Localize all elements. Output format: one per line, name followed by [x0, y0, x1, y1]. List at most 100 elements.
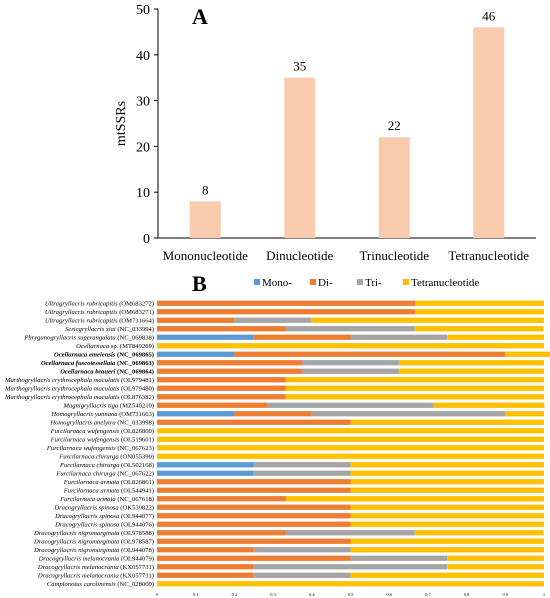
stacked-bar-segment	[433, 402, 545, 408]
category-accession: (OL826860)	[121, 428, 154, 435]
stacked-bar-segment	[157, 326, 286, 332]
category-species: Dracogryllacris melanocrania	[38, 556, 121, 563]
category-accession: (NC_067623)	[117, 445, 154, 452]
stacked-bar-segment	[157, 453, 544, 459]
category-label: Homogryllacris yunnana (OM731663)	[50, 411, 154, 418]
panel-a-bar-chart: A mtSSRs 0 10 20 30 40 50 8 35 22 46 Mononucleot…	[114, 3, 536, 263]
stacked-bar-segment	[311, 317, 544, 323]
stacked-bar-segment	[350, 334, 448, 340]
panel-a-x-tick-label: Mononucleotide	[163, 248, 248, 263]
category-species: Camptonotus carolinensis	[47, 581, 117, 588]
category-species: Marthogryllacris erythrocephala maculati…	[4, 386, 121, 393]
stacked-bar-segment	[234, 411, 312, 417]
category-species: Furcilarnaca chirurga	[59, 462, 121, 469]
stacked-bar-segment	[157, 411, 235, 417]
category-accession: sp. (MT849269)	[111, 343, 154, 350]
stacked-bar-segment	[285, 385, 544, 391]
category-accession: (OM731664)	[119, 318, 154, 325]
stacked-bar-segment	[350, 479, 544, 485]
stacked-bar-segment	[157, 470, 254, 476]
category-species: Ultragryllacris rubricapitis	[45, 309, 119, 316]
category-species: Dracogryllacris nigromarginata	[33, 547, 121, 554]
stacked-bar-segment	[157, 479, 351, 485]
category-accession: (OL944079)	[121, 556, 154, 563]
category-species: Magnigryllacris tiga	[63, 403, 120, 410]
panel-b-x-tick-label: 1	[543, 592, 545, 597]
stacked-bar-segment	[157, 309, 416, 315]
stacked-bar-segment	[447, 334, 544, 340]
category-accession: (OM731663)	[119, 411, 154, 418]
category-species: Furcilarnaca wufengensis	[50, 437, 121, 444]
category-label: Ocellarnaca emeiensis (NC_069865)	[54, 352, 154, 359]
category-species: Ocellarnaca	[76, 343, 111, 350]
category-accession: (NC_033998)	[117, 420, 154, 427]
category-label: Homogryllacris anelytra (NC_033998)	[49, 420, 154, 427]
category-label: Ultragryllacris rubricapitis (OM731664)	[45, 318, 154, 325]
category-accession: (OL979481)	[121, 377, 154, 384]
category-accession: (OL944077)	[121, 513, 154, 520]
category-label: Ocellarnaca sp. (MT849269)	[76, 343, 154, 350]
panel-a-y-tick-label: 0	[143, 232, 150, 247]
panel-b-x-tick-label: 0.6	[386, 592, 392, 597]
category-label: Dracogryllacris melanocrania (KX057731)	[37, 564, 154, 571]
stacked-bar-segment	[157, 428, 544, 434]
stacked-bar-segment	[157, 445, 544, 451]
legend-label: Mono-	[262, 277, 292, 289]
stacked-bar-segment	[157, 402, 268, 408]
category-accession: (ON055390)	[120, 454, 154, 461]
category-species: Dracogryllacris spinosa	[54, 513, 121, 520]
category-accession: (NC_067622)	[117, 471, 154, 478]
panel-b-x-tick-label: 0	[156, 592, 159, 597]
category-label: Dracogryllacris melanocrania (OL944079)	[38, 556, 154, 563]
category-label: Marthogryllacris erythrocephala maculati…	[4, 377, 154, 384]
stacked-bar-segment	[157, 530, 286, 536]
category-species: Furcilarnaca armata	[63, 488, 121, 495]
category-label: Dracogryllacris nigromarginata (OL978588…	[33, 530, 154, 537]
panel-b-label: B	[192, 271, 207, 296]
stacked-bar-segment	[415, 309, 544, 315]
category-label: Dracogryllacris nigromarginata (OL978587…	[33, 539, 154, 546]
category-accession: (OL944076)	[121, 522, 154, 529]
category-accession: (OK539822)	[120, 505, 154, 512]
category-label: Furcilarnaca armata (OL544941)	[63, 488, 154, 495]
legend-label: Tetranucleotide	[411, 277, 479, 289]
category-species: Dracogryllacris nigromarginata	[33, 530, 121, 537]
stacked-bar-segment	[157, 487, 351, 493]
panel-a-y-ticks: 0 10 20 30 40 50	[136, 3, 158, 247]
legend-swatch	[357, 279, 363, 285]
stacked-bar-segment	[350, 487, 544, 493]
category-accession: (NC_033994)	[117, 326, 154, 333]
legend-label: Tri-	[365, 277, 382, 289]
category-species: Ocellarnaca emeiensis	[54, 352, 117, 359]
panel-b-bars	[157, 300, 550, 587]
category-accession: (NC_069864)	[117, 369, 154, 376]
stacked-bar-segment	[157, 394, 286, 400]
stacked-bar-segment	[253, 470, 351, 476]
stacked-bar-segment	[285, 530, 415, 536]
stacked-bar-segment	[157, 521, 351, 527]
category-species: Furcilarnaca armata	[63, 479, 121, 486]
panel-a-bar	[473, 27, 505, 238]
panel-b-category-labels: Ultragryllacris rubricapitis (OM683272)U…	[4, 301, 154, 589]
category-label: Ocellarnaca braueri (NC_069864)	[60, 369, 154, 376]
panel-a-bars: 8 35 22 46	[189, 8, 505, 238]
stacked-bar-segment	[350, 538, 544, 544]
stacked-bar-segment	[447, 564, 544, 570]
category-label: Furcilarnaca armata (OL826861)	[63, 479, 154, 486]
panel-a-x-tick-label: Tetranucleotide	[448, 248, 529, 263]
stacked-bar-segment	[350, 504, 544, 510]
category-species: Furcilarnaca chirurga	[58, 454, 120, 461]
panel-a-y-tick-label: 10	[136, 186, 150, 201]
category-label: Ultragryllacris rubricapitis (OM683272)	[45, 301, 154, 308]
category-species: Homogryllacris yunnana	[50, 411, 119, 418]
stacked-bar-segment	[157, 504, 351, 510]
category-species: Furcilarnaca armata	[59, 496, 117, 503]
panel-a-x-tick-label: Dinucleotide	[266, 248, 333, 263]
category-label: Furcilarnaca wufengensis (OL519601)	[50, 437, 154, 444]
stacked-bar-segment	[350, 521, 544, 527]
category-species: Dracogryllacris melanocrania	[37, 573, 120, 580]
category-species: Furcilarnaca wufengensis	[50, 428, 121, 435]
category-label: Dracogryllacris spinosa (OL944076)	[54, 522, 154, 529]
stacked-bar-segment	[302, 360, 399, 366]
